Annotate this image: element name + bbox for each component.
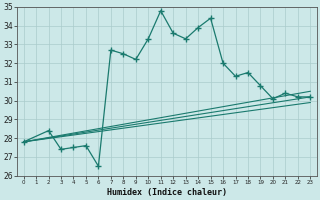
X-axis label: Humidex (Indice chaleur): Humidex (Indice chaleur)	[107, 188, 227, 197]
